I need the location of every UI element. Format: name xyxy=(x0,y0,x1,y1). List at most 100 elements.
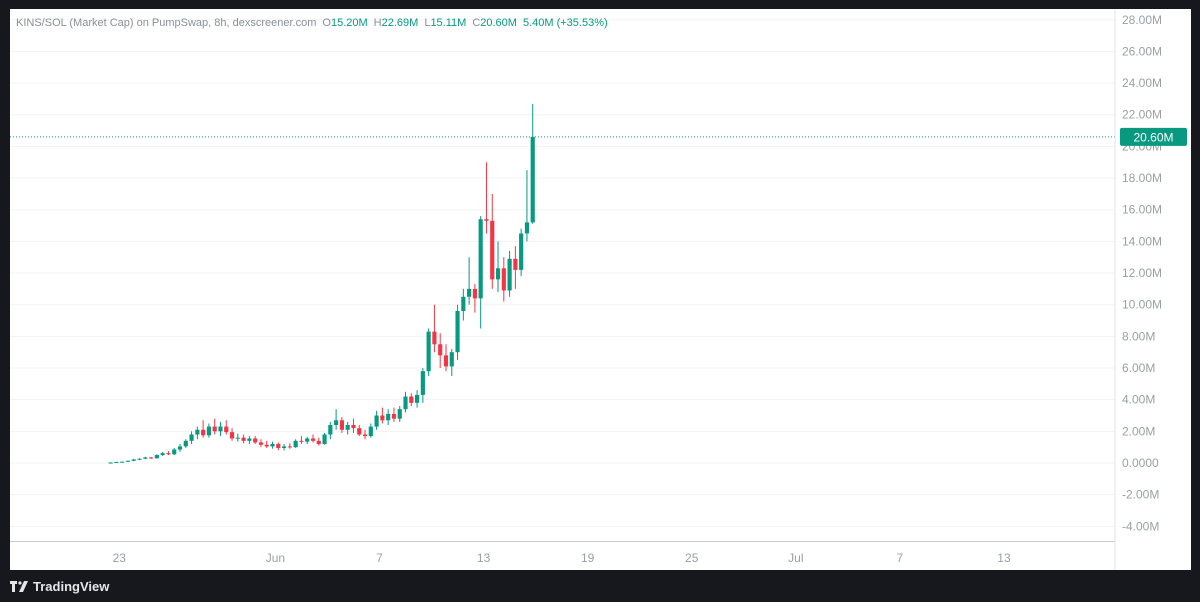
candle-body xyxy=(212,426,217,432)
candle xyxy=(206,423,211,438)
candle xyxy=(253,436,258,445)
candle-body xyxy=(131,459,136,461)
candle-body xyxy=(345,425,350,430)
candle xyxy=(241,434,246,444)
candle-body xyxy=(432,331,437,345)
x-tick-label: 13 xyxy=(477,551,491,565)
candle-body xyxy=(229,432,235,439)
high-key: H xyxy=(373,17,382,29)
candle xyxy=(172,447,177,456)
candle-body xyxy=(172,449,177,455)
candle-body xyxy=(461,296,466,312)
candle xyxy=(443,344,449,372)
candle-body xyxy=(322,434,327,445)
candle xyxy=(455,304,460,361)
low-key: L xyxy=(424,17,431,29)
candle xyxy=(293,439,298,448)
y-tick-label: 24.00M xyxy=(1122,76,1162,90)
candle-body xyxy=(426,331,431,372)
y-tick-label: 8.00M xyxy=(1122,329,1155,343)
candle xyxy=(247,436,252,445)
y-tick-label: 22.00M xyxy=(1122,108,1162,122)
candle-body xyxy=(403,396,408,410)
candle xyxy=(490,193,495,289)
chart-panel[interactable]: 28.00M 26.00M 24.00M 22.00M 20.00M 18.00M 16.0… xyxy=(10,9,1191,570)
candle-body xyxy=(183,440,188,447)
x-tick-label: 7 xyxy=(897,551,904,565)
y-tick-label: -4.00M xyxy=(1122,519,1159,533)
candle xyxy=(212,418,217,435)
y-tick-label: 4.00M xyxy=(1122,393,1155,407)
last-price-tag-background xyxy=(1120,127,1187,146)
x-tick-label: 7 xyxy=(376,551,383,565)
candle-body xyxy=(501,268,506,291)
candle-body xyxy=(189,434,194,441)
candle-body xyxy=(519,233,524,270)
candle xyxy=(224,420,229,435)
candle-body xyxy=(299,440,304,442)
high-value: 22.69M xyxy=(381,17,419,29)
candle xyxy=(264,440,269,448)
candle-body xyxy=(449,352,454,367)
candle-body xyxy=(380,415,385,421)
candle xyxy=(258,439,264,448)
footer-bar: TradingView xyxy=(0,570,1200,602)
symbol-title: KINS/SOL (Market Cap) on PumpSwap, 8h, d… xyxy=(16,17,317,29)
candle xyxy=(501,257,506,302)
candle xyxy=(524,170,530,242)
candle-body xyxy=(241,437,246,441)
candle xyxy=(507,250,512,297)
candle-body xyxy=(253,438,258,443)
candle-body xyxy=(224,426,229,433)
candle xyxy=(495,241,501,293)
close-key: C xyxy=(472,17,481,29)
candle-body xyxy=(357,428,362,435)
open-value: 15.20M xyxy=(330,17,368,29)
x-tick-label: 23 xyxy=(113,551,127,565)
candle xyxy=(218,421,223,437)
candle xyxy=(357,425,362,437)
candle-body xyxy=(166,453,171,455)
candle xyxy=(420,368,425,403)
candle-body xyxy=(258,442,264,445)
price-chart[interactable]: 28.00M26.00M24.00M22.00M20.00M18.00M16.0… xyxy=(10,9,1191,570)
candle-body xyxy=(137,458,142,460)
y-tick-label: 14.00M xyxy=(1122,234,1162,248)
candle xyxy=(467,257,472,305)
candle xyxy=(362,429,368,440)
y-axis: 28.00M26.00M24.00M22.00M20.00M18.00M16.0… xyxy=(1114,9,1162,570)
candle-body xyxy=(235,437,240,439)
candle xyxy=(276,442,281,451)
candle xyxy=(189,431,194,445)
candle xyxy=(154,454,159,459)
candle xyxy=(397,406,402,422)
candle-body xyxy=(282,446,287,448)
candle xyxy=(120,461,125,463)
candle xyxy=(478,216,483,329)
candle-body xyxy=(478,219,483,299)
candle-body xyxy=(310,438,316,441)
x-tick-label: 13 xyxy=(997,551,1011,565)
y-tick-label: 12.00M xyxy=(1122,266,1162,280)
candle xyxy=(114,461,119,464)
candle xyxy=(143,456,148,460)
candle-body xyxy=(414,394,420,403)
candle xyxy=(484,162,489,234)
low-value: 15.11M xyxy=(430,17,467,29)
candle-body xyxy=(351,425,356,429)
change-value: 5.40M (+35.53%) xyxy=(522,17,608,29)
candle xyxy=(305,436,310,445)
candle xyxy=(310,434,316,443)
candle-body xyxy=(524,222,530,234)
tradingview-brand[interactable]: TradingView xyxy=(10,579,109,594)
candle-body xyxy=(386,413,391,421)
candle-body xyxy=(120,461,125,463)
candle xyxy=(195,426,200,440)
candle xyxy=(339,417,344,433)
tradingview-logo-icon xyxy=(10,580,28,592)
candle-body xyxy=(264,444,269,447)
candlestick-series xyxy=(108,103,535,464)
y-tick-label: 26.00M xyxy=(1122,44,1162,58)
candle xyxy=(519,228,524,277)
candle xyxy=(177,444,183,452)
